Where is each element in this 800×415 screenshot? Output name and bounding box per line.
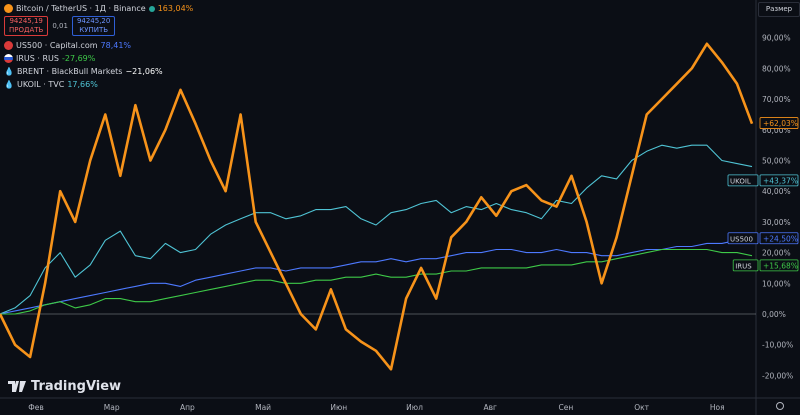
sell-price: 94245,19 bbox=[9, 17, 43, 25]
last-value-label-irus: +15,68% bbox=[759, 259, 799, 272]
x-tick-label: Фев bbox=[28, 403, 44, 412]
y-tick-label: 30,00% bbox=[762, 218, 791, 227]
x-tick-label: Апр bbox=[180, 403, 195, 412]
last-value-box bbox=[759, 232, 799, 245]
series-badge-us500: US500 bbox=[727, 232, 759, 245]
legend-overlay-ukoil[interactable]: 💧 UKOIL · TVC 17,66% bbox=[4, 78, 193, 91]
last-value-label-btc: +62,03% bbox=[759, 117, 799, 129]
legend-overlay-name: US500 · Capital.com bbox=[16, 40, 98, 50]
y-tick-label: -20,00% bbox=[762, 371, 793, 380]
legend-overlay-change: −21,06% bbox=[125, 66, 163, 76]
y-tick-label: 0,00% bbox=[762, 310, 786, 319]
x-tick-label: Июн bbox=[330, 403, 347, 412]
settings-gear-icon[interactable] bbox=[776, 402, 784, 410]
y-tick-label: 60,00% bbox=[762, 126, 791, 135]
legend-main-title: Bitcoin / TetherUS · 1Д · Binance bbox=[16, 3, 146, 13]
y-tick-label: 20,00% bbox=[762, 249, 791, 258]
series-badge-ukoil: UKOIL bbox=[727, 174, 759, 187]
market-status-icon bbox=[148, 5, 155, 12]
series-badge-box bbox=[727, 232, 759, 245]
series-badge-box bbox=[727, 174, 759, 187]
last-value-text: +24,50% bbox=[763, 234, 798, 243]
series-line-ukoil bbox=[0, 144, 753, 315]
series-badge-irus: IRUS bbox=[732, 259, 759, 272]
y-tick-label: 80,00% bbox=[762, 64, 791, 73]
x-tick-label: Авг bbox=[483, 403, 497, 412]
y-tick-label: 50,00% bbox=[762, 157, 791, 166]
last-value-box bbox=[759, 117, 799, 129]
x-tick-label: Май bbox=[255, 403, 271, 412]
buy-button[interactable]: 94245,20 КУПИТЬ bbox=[71, 16, 116, 36]
trade-buttons: 94245,19 ПРОДАТЬ 0,01 94245,20 КУПИТЬ bbox=[4, 16, 193, 36]
legend-overlay-name: BRENT · BlackBull Markets bbox=[16, 66, 123, 76]
x-tick-label: Ноя bbox=[710, 403, 725, 412]
legend-overlay-change: -27,69% bbox=[61, 53, 96, 63]
series-badge-text: UKOIL bbox=[730, 177, 751, 185]
legend-overlay-change: 78,41% bbox=[100, 40, 132, 50]
series-line-us500 bbox=[0, 238, 753, 315]
last-value-box bbox=[759, 259, 799, 272]
chart-legend: Bitcoin / TetherUS · 1Д · Binance 163,04… bbox=[4, 2, 193, 91]
last-value-text: +43,37% bbox=[763, 176, 798, 185]
legend-overlay-change: 17,66% bbox=[67, 79, 98, 89]
legend-overlay-name: IRUS · RUS bbox=[16, 53, 59, 63]
sell-button[interactable]: 94245,19 ПРОДАТЬ bbox=[4, 16, 49, 36]
x-tick-label: Сен bbox=[559, 403, 574, 412]
oil-drop-icon: 💧 bbox=[4, 66, 14, 76]
x-tick-label: Мар bbox=[104, 403, 120, 412]
last-value-text: +62,03% bbox=[763, 119, 798, 128]
x-tick-label: Июл bbox=[406, 403, 423, 412]
sell-label: ПРОДАТЬ bbox=[9, 26, 44, 34]
legend-overlay-brent[interactable]: 💧 BRENT · BlackBull Markets −21,06% bbox=[4, 65, 193, 78]
y-tick-label: 90,00% bbox=[762, 34, 791, 43]
last-value-label-us500: +24,50% bbox=[759, 232, 799, 245]
last-value-box bbox=[759, 174, 799, 187]
tradingview-logo: TradingView bbox=[8, 379, 121, 394]
legend-overlay-irus[interactable]: IRUS · RUS -27,69% bbox=[4, 52, 193, 65]
scale-button[interactable]: Размер bbox=[758, 2, 800, 17]
bitcoin-icon bbox=[4, 4, 13, 13]
spread-value: 0,01 bbox=[52, 22, 68, 30]
last-value-label-ukoil: +43,37% bbox=[759, 174, 799, 187]
brand-name: TradingView bbox=[31, 379, 122, 394]
y-tick-label: -10,00% bbox=[762, 341, 793, 350]
y-tick-label: 70,00% bbox=[762, 95, 791, 104]
series-badge-text: IRUS bbox=[735, 262, 752, 270]
y-tick-label: 40,00% bbox=[762, 187, 791, 196]
last-value-text: +15,68% bbox=[763, 261, 798, 270]
oil-drop-icon: 💧 bbox=[4, 79, 14, 89]
series-line-btc bbox=[0, 42, 754, 371]
us-flag-icon bbox=[4, 41, 13, 50]
legend-overlay-name: UKOIL · TVC bbox=[16, 79, 65, 89]
series-badge-box bbox=[732, 259, 759, 272]
legend-main-row[interactable]: Bitcoin / TetherUS · 1Д · Binance 163,04… bbox=[4, 2, 193, 15]
y-tick-label: 10,00% bbox=[762, 279, 791, 288]
legend-main-change: 163,04% bbox=[157, 3, 194, 13]
x-tick-label: Окт bbox=[634, 403, 649, 412]
tradingview-icon bbox=[8, 381, 26, 392]
series-badge-text: US500 bbox=[730, 235, 753, 243]
legend-overlay-us500[interactable]: US500 · Capital.com 78,41% bbox=[4, 39, 193, 52]
buy-price: 94245,20 bbox=[76, 17, 111, 25]
buy-label: КУПИТЬ bbox=[79, 26, 109, 34]
ru-flag-icon bbox=[4, 54, 13, 63]
series-line-irus bbox=[0, 248, 753, 315]
